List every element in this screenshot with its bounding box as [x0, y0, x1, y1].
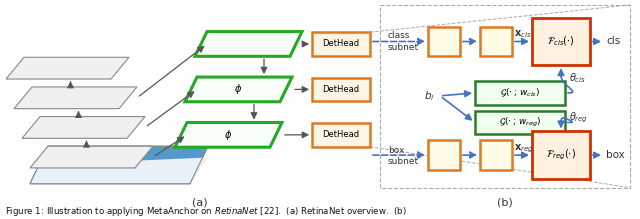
Text: box
subnet: box subnet — [388, 146, 419, 166]
Text: $\mathbf{x}_{cls}$: $\mathbf{x}_{cls}$ — [514, 29, 531, 41]
Text: $\mathcal{G}(\cdot\,;\,w_{cls})$: $\mathcal{G}(\cdot\,;\,w_{cls})$ — [500, 87, 540, 99]
Bar — [480, 27, 512, 56]
Polygon shape — [30, 157, 208, 184]
Bar — [532, 18, 590, 65]
Bar — [312, 123, 370, 147]
Bar — [380, 5, 630, 188]
Text: $\theta_{cls}$: $\theta_{cls}$ — [569, 71, 586, 85]
Text: $\mathcal{G}(\cdot\,;\,w_{reg})$: $\mathcal{G}(\cdot\,;\,w_{reg})$ — [499, 116, 541, 129]
Bar — [475, 81, 565, 105]
Text: DetHead: DetHead — [323, 130, 360, 139]
Bar — [428, 140, 460, 170]
Polygon shape — [185, 77, 292, 102]
Text: cls: cls — [606, 37, 620, 46]
Polygon shape — [195, 32, 302, 56]
Text: $\phi$: $\phi$ — [225, 128, 232, 142]
Polygon shape — [30, 146, 153, 168]
Text: $\mathcal{F}_{cls}(\cdot)$: $\mathcal{F}_{cls}(\cdot)$ — [547, 35, 575, 48]
Text: (a): (a) — [192, 198, 208, 208]
Text: DetHead: DetHead — [323, 39, 360, 48]
Text: $b_l$: $b_l$ — [424, 89, 435, 103]
Bar — [312, 78, 370, 101]
Bar — [480, 140, 512, 170]
Polygon shape — [175, 122, 282, 147]
Polygon shape — [30, 146, 208, 184]
Polygon shape — [6, 57, 129, 79]
Text: box: box — [606, 150, 625, 160]
Text: $\mathbf{x}_{reg}$: $\mathbf{x}_{reg}$ — [514, 142, 533, 155]
Text: (b): (b) — [497, 198, 513, 208]
Text: DetHead: DetHead — [323, 85, 360, 94]
Bar — [532, 131, 590, 179]
Bar — [428, 27, 460, 56]
Text: class
subnet: class subnet — [388, 31, 419, 52]
Text: $\phi$: $\phi$ — [234, 82, 243, 96]
Bar — [312, 32, 370, 56]
Polygon shape — [14, 87, 137, 109]
Polygon shape — [22, 117, 145, 138]
Text: $\mathcal{F}_{reg}(\cdot)$: $\mathcal{F}_{reg}(\cdot)$ — [546, 148, 576, 162]
Text: $\theta_{reg}$: $\theta_{reg}$ — [569, 111, 588, 125]
Text: Figure 1: Illustration to applying MetaAnchor on $\mathit{RetinaNet}$ [22].  (a): Figure 1: Illustration to applying MetaA… — [5, 205, 407, 218]
Bar — [475, 111, 565, 134]
